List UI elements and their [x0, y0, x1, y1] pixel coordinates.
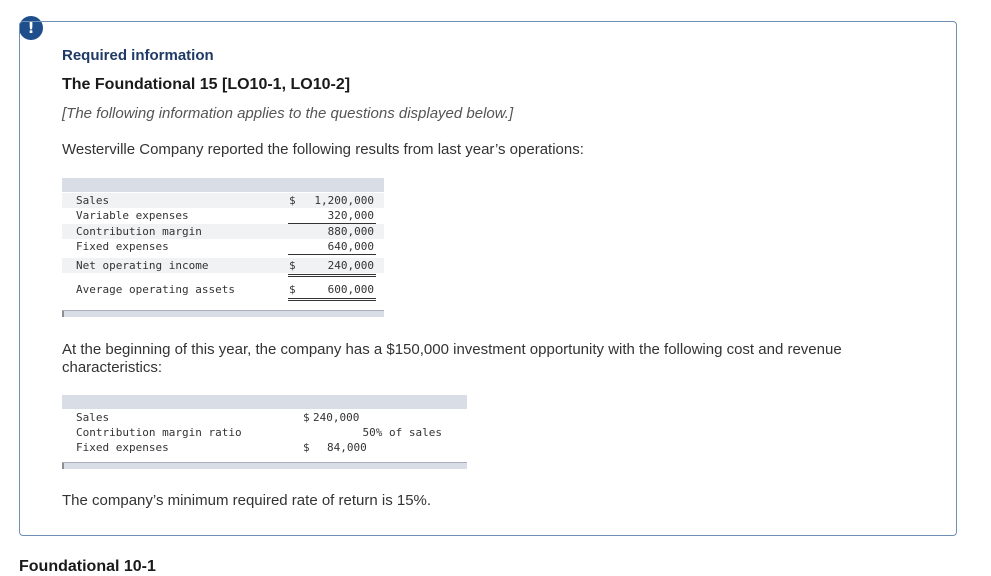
foundational-heading: Foundational 10-1	[19, 558, 156, 575]
opportunity-text: At the beginning of this year, the compa…	[62, 341, 842, 376]
table-row: Contribution margin 880,000	[62, 224, 384, 239]
table-row: Sales $ 1,200,000	[62, 193, 384, 208]
required-information-heading: Required information	[62, 47, 214, 64]
table-row: Fixed expenses 640,000	[62, 239, 384, 254]
investment-characteristics-table: Sales $ 240,000 Contribution margin rati…	[62, 395, 467, 469]
row-currency: $	[303, 441, 310, 454]
table-row: Net operating income $ 240,000	[62, 258, 384, 273]
table-row: Variable expenses 320,000	[62, 208, 384, 223]
row-currency: $	[303, 411, 310, 424]
table-row: Average operating assets $ 600,000	[62, 282, 384, 297]
row-value: 84,000	[327, 441, 367, 454]
row-label: Average operating assets	[76, 283, 235, 296]
table-footer-band	[62, 462, 467, 469]
required-return-text: The company’s minimum required rate of r…	[62, 492, 432, 509]
row-currency: $	[289, 283, 296, 296]
table-header-band	[62, 395, 467, 409]
row-label: Contribution margin	[76, 225, 202, 238]
required-information-panel	[19, 21, 957, 536]
row-value: 240,000	[313, 411, 360, 424]
row-value: 640,000	[327, 240, 374, 253]
subtotal-underline	[288, 254, 376, 255]
intro-text: Westerville Company reported the followi…	[62, 141, 584, 158]
row-label: Net operating income	[76, 259, 209, 272]
operations-results-table: Sales $ 1,200,000 Variable expenses 320,…	[62, 178, 384, 317]
table-row: Fixed expenses $ 84,000	[62, 440, 467, 455]
row-value: 240,000	[327, 259, 374, 272]
total-double-underline	[288, 274, 376, 277]
row-label: Sales	[76, 194, 110, 207]
row-value: 50% of sales	[362, 426, 442, 439]
table-row: Sales $ 240,000	[62, 410, 467, 425]
row-value: 1,200,000	[314, 194, 374, 207]
table-row: Contribution margin ratio 50% of sales	[62, 425, 467, 440]
subtotal-underline	[288, 223, 376, 224]
problem-title: The Foundational 15 [LO10-1, LO10-2]	[62, 76, 351, 93]
exclamation-icon: !	[19, 16, 43, 40]
table-footer-band	[62, 310, 384, 317]
row-currency: $	[289, 194, 296, 207]
row-label: Variable expenses	[76, 209, 189, 222]
applies-note: [The following information applies to th…	[62, 105, 514, 122]
total-double-underline	[288, 298, 376, 301]
row-value: 880,000	[327, 225, 374, 238]
row-value: 600,000	[327, 283, 374, 296]
row-value: 320,000	[327, 209, 374, 222]
row-label: Fixed expenses	[76, 240, 169, 253]
row-label: Sales	[76, 411, 110, 424]
row-currency: $	[289, 259, 296, 272]
table-header-band	[62, 178, 384, 192]
row-label: Fixed expenses	[76, 441, 169, 454]
row-label: Contribution margin ratio	[76, 426, 242, 439]
